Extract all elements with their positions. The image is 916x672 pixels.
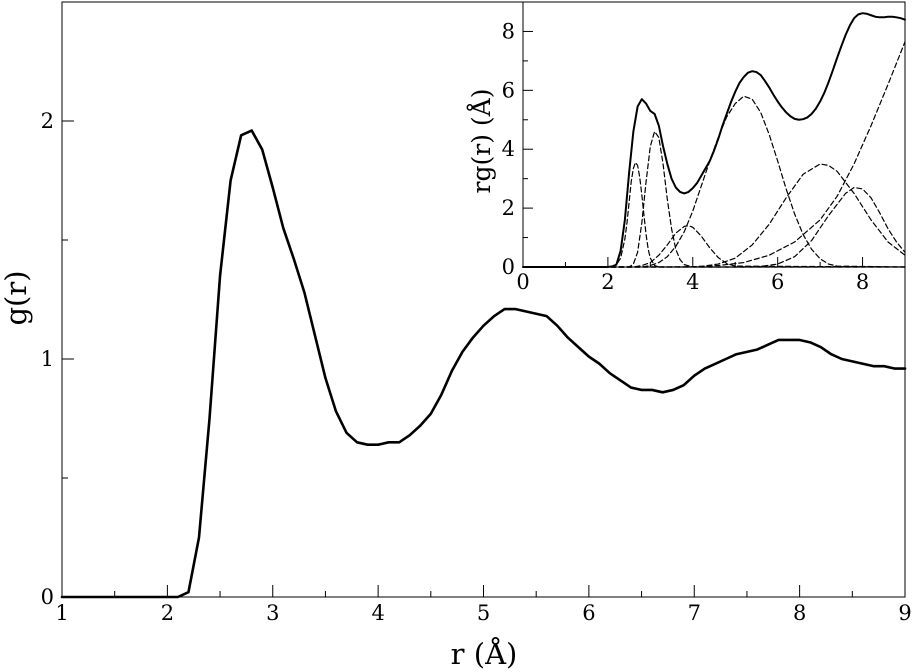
solid-line-0 — [522, 12, 906, 268]
main-x-tick-label: 9 — [898, 601, 911, 625]
inset-y-tick-label: 8 — [502, 19, 515, 43]
dashed-component-line-6 — [522, 186, 906, 268]
inset-frame — [522, 1, 906, 268]
inset-x-ticks: 0 2 4 6 8 — [516, 257, 869, 294]
main-y-ticks: 0 1 2 — [41, 109, 74, 609]
main-x-tick-label: 8 — [793, 601, 806, 625]
inset-plot: 0 2 4 6 8 0 2 4 6 8 rg(r) (Å) — [466, 1, 906, 294]
main-x-ticks: 1 2 3 4 5 6 7 8 9 — [55, 585, 912, 625]
inset-y-tick-label: 2 — [502, 196, 515, 220]
inset-y-tick-label: 0 — [502, 255, 515, 279]
inset-x-tick-label: 6 — [771, 270, 784, 294]
main-x-tick-label: 6 — [582, 601, 595, 625]
main-y-axis-title: g(r) — [0, 270, 33, 325]
dashed-component-line-1 — [522, 161, 906, 268]
solid-line-0 — [60, 129, 907, 599]
inset-x-tick-label: 2 — [601, 270, 614, 294]
inset-y-tick-label: 4 — [502, 137, 515, 161]
dashed-component-line-5 — [522, 163, 906, 268]
main-x-tick-label: 4 — [371, 601, 384, 625]
main-x-tick-label: 7 — [688, 601, 701, 625]
main-x-tick-label: 5 — [477, 601, 490, 625]
main-x-tick-label: 2 — [161, 601, 174, 625]
inset-y-axis-title: rg(r) (Å) — [466, 89, 496, 194]
inset-y-ticks: 0 2 4 6 8 — [502, 19, 533, 279]
inset-x-tick-label: 0 — [516, 270, 529, 294]
main-x-tick-label: 3 — [266, 601, 279, 625]
main-y-tick-label: 0 — [41, 585, 54, 609]
main-x-tick-label: 1 — [55, 601, 68, 625]
inset-x-tick-label: 4 — [686, 270, 699, 294]
main-y-tick-label: 1 — [41, 347, 54, 371]
main-x-axis-title: r (Å) — [451, 636, 518, 671]
main-y-tick-label: 2 — [41, 109, 54, 133]
dashed-component-line-4 — [522, 95, 906, 268]
inset-x-tick-label: 8 — [856, 270, 869, 294]
dashed-component-line-3 — [522, 225, 906, 268]
dashed-component-line-2 — [522, 130, 906, 268]
inset-y-tick-label: 6 — [502, 78, 515, 102]
main-series-group — [60, 129, 907, 599]
inset-background — [523, 2, 905, 267]
